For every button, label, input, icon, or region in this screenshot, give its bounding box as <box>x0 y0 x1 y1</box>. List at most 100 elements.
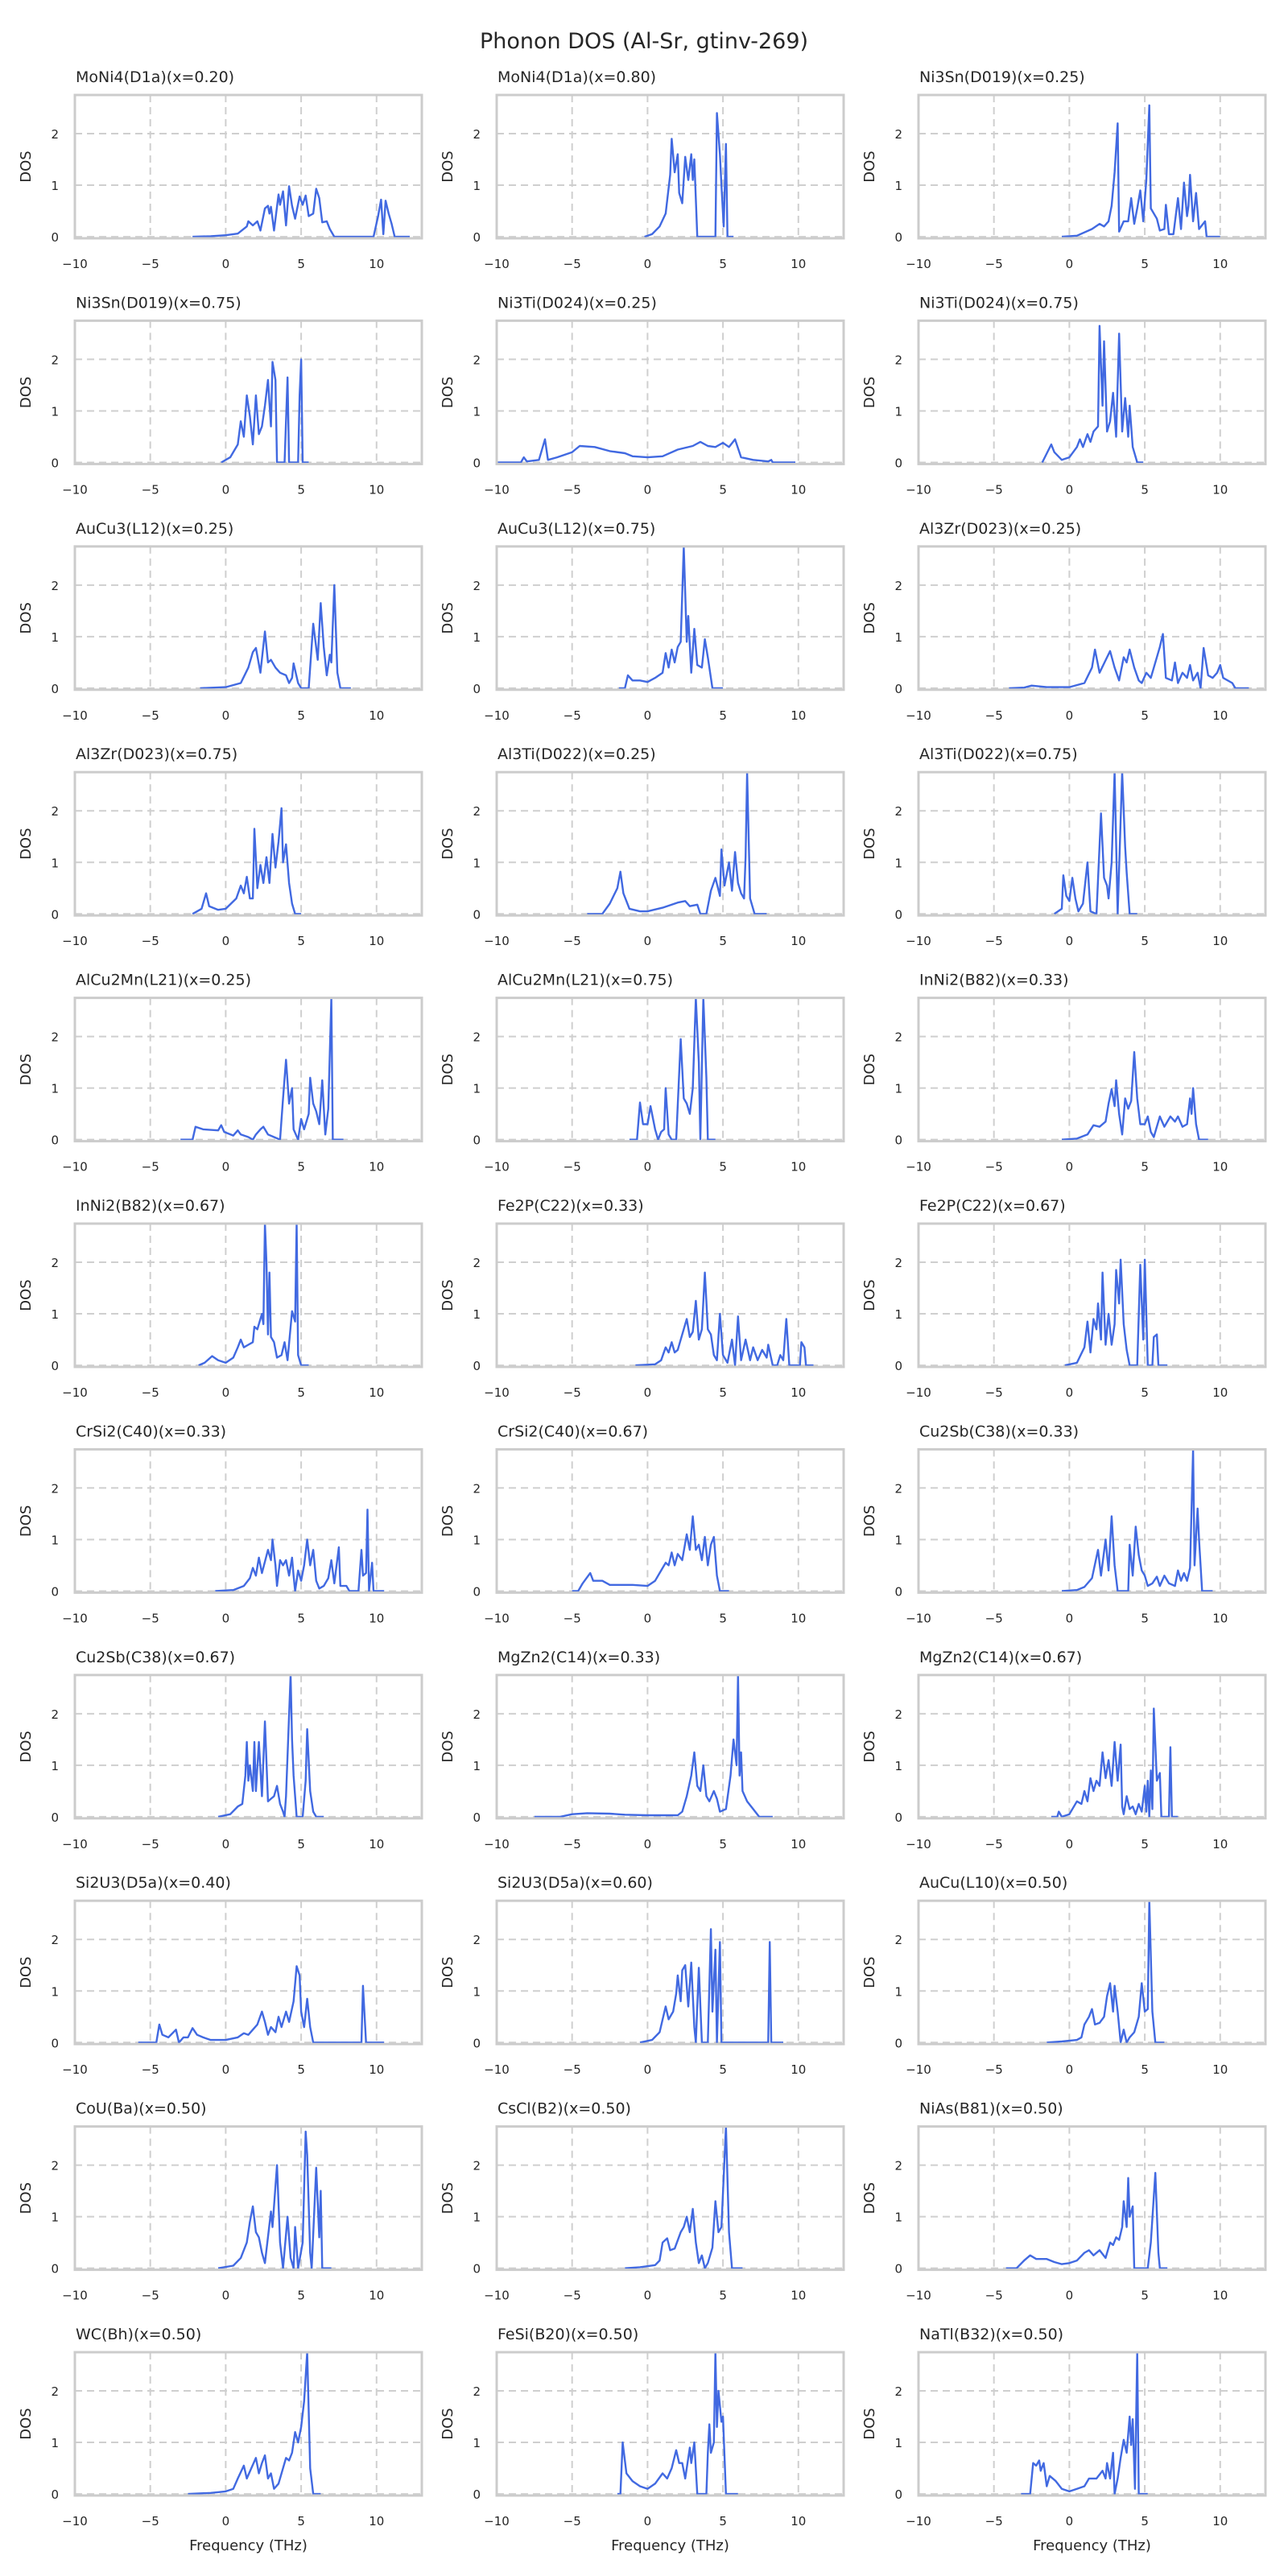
x-tick-label: 0 <box>1066 2289 1074 2303</box>
y-tick-label: 2 <box>894 2159 902 2174</box>
y-tick-label: 2 <box>473 1481 481 1496</box>
x-tick-label: −10 <box>62 257 88 271</box>
subplot: −10 −5 0 5 10 0 1 2 Al3Zr(D023)(x=0.75) DOS <box>18 745 423 948</box>
dos-series-line <box>1061 1449 1213 1592</box>
subplot: −10 −5 0 5 10 0 1 2 Si2U3(D5a)(x=0.60) DOS <box>440 1874 845 2077</box>
x-tick-label: 10 <box>369 1160 384 1174</box>
y-axis-label: DOS <box>18 602 35 634</box>
y-tick-label: 0 <box>473 1133 481 1148</box>
axes-frame <box>73 997 423 1143</box>
dos-series-line <box>497 438 795 464</box>
axes-frame <box>495 1447 845 1594</box>
x-tick-label: 0 <box>1066 934 1074 948</box>
axes-frame <box>73 770 423 917</box>
axes-frame <box>495 319 845 465</box>
x-tick-label: −5 <box>985 934 1003 948</box>
x-tick-label: 5 <box>297 2514 305 2529</box>
dos-series-line <box>1061 104 1220 238</box>
axes-frame <box>495 2351 845 2497</box>
x-tick-label: 0 <box>644 2062 652 2077</box>
x-tick-label: 10 <box>369 482 384 497</box>
y-tick-label: 1 <box>473 1307 481 1322</box>
y-axis-label: DOS <box>440 151 456 182</box>
x-tick-label: 10 <box>369 2289 384 2303</box>
axes-frame <box>495 1899 845 2046</box>
y-tick-label: 0 <box>51 2262 59 2277</box>
y-axis-label: DOS <box>861 377 878 408</box>
y-tick-label: 2 <box>473 1707 481 1722</box>
x-tick-label: 0 <box>644 1837 652 1852</box>
subplot: −10 −5 0 5 10 0 1 2 AuCu(L10)(x=0.50) DOS <box>861 1874 1267 2077</box>
y-axis-label: DOS <box>440 1956 456 1988</box>
y-tick-label: 0 <box>473 2262 481 2277</box>
y-tick-label: 1 <box>51 1984 59 1999</box>
x-tick-label: −5 <box>564 1837 581 1852</box>
subplot-title: MgZn2(C14)(x=0.67) <box>919 1649 1082 1666</box>
x-tick-label: −10 <box>62 1385 88 1400</box>
axes-frame <box>917 2351 1267 2497</box>
axes-frame <box>917 1899 1267 2046</box>
y-tick-label: 2 <box>473 579 481 593</box>
y-tick-label: 1 <box>473 630 481 645</box>
y-axis-label: DOS <box>861 602 878 634</box>
x-tick-label: 0 <box>644 934 652 948</box>
y-tick-label: 0 <box>51 2487 59 2502</box>
subplot: −10 −5 0 5 10 0 1 2 Al3Zr(D023)(x=0.25) DOS <box>861 520 1267 723</box>
y-tick-label: 0 <box>51 2036 59 2050</box>
dos-series-line <box>180 997 344 1141</box>
y-tick-label: 1 <box>473 1533 481 1547</box>
y-axis-label: DOS <box>861 151 878 182</box>
y-axis-label: DOS <box>18 1279 35 1311</box>
x-tick-label: 0 <box>1066 1160 1074 1174</box>
x-tick-label: 5 <box>297 708 305 723</box>
x-tick-label: −10 <box>484 2289 510 2303</box>
subplot-title: CsCl(B2)(x=0.50) <box>497 2100 631 2118</box>
x-tick-label: −5 <box>142 1611 159 1625</box>
axes-frame <box>917 770 1267 917</box>
y-tick-label: 2 <box>473 1030 481 1045</box>
x-tick-label: 5 <box>297 1385 305 1400</box>
dos-series-line <box>534 1674 773 1818</box>
y-tick-label: 0 <box>51 1810 59 1825</box>
y-tick-label: 1 <box>894 1533 902 1547</box>
x-tick-label: 10 <box>791 257 806 271</box>
x-tick-label: 5 <box>1141 1611 1149 1625</box>
y-axis-label: DOS <box>18 2182 35 2214</box>
y-tick-label: 1 <box>894 179 902 193</box>
x-tick-label: 0 <box>1066 1385 1074 1400</box>
y-tick-label: 2 <box>51 579 59 593</box>
y-tick-label: 0 <box>51 1584 59 1599</box>
y-tick-label: 2 <box>894 127 902 142</box>
x-tick-label: −5 <box>985 1611 1003 1625</box>
subplot: −10 −5 0 5 10 0 1 2 AuCu3(L12)(x=0.25) DOS <box>18 520 423 723</box>
subplot-title: NaTl(B32)(x=0.50) <box>919 2326 1063 2343</box>
y-tick-label: 0 <box>894 1133 902 1148</box>
x-tick-label: 10 <box>791 2514 806 2529</box>
y-tick-label: 1 <box>894 630 902 645</box>
subplot-title: InNi2(B82)(x=0.33) <box>919 972 1069 989</box>
x-tick-label: 10 <box>791 482 806 497</box>
x-tick-label: −5 <box>985 482 1003 497</box>
y-axis-label: DOS <box>18 1505 35 1537</box>
subplot-title: Al3Zr(D023)(x=0.25) <box>919 520 1081 538</box>
y-tick-label: 0 <box>894 682 902 696</box>
subplot: −10 −5 0 5 10 0 1 2 AuCu3(L12)(x=0.75) DOS <box>440 520 845 723</box>
subplot-title: MoNi4(D1a)(x=0.80) <box>497 68 656 86</box>
x-tick-label: 5 <box>719 1611 727 1625</box>
y-tick-label: 1 <box>51 856 59 870</box>
x-tick-label: 0 <box>222 2289 230 2303</box>
x-tick-label: −5 <box>985 1837 1003 1852</box>
y-tick-label: 2 <box>51 127 59 142</box>
x-tick-label: −5 <box>564 2514 581 2529</box>
figure-title: Phonon DOS (Al-Sr, gtinv-269) <box>480 29 808 54</box>
dos-series-line <box>192 185 410 238</box>
y-tick-label: 1 <box>473 2436 481 2450</box>
y-axis-label: DOS <box>18 2408 35 2439</box>
x-tick-label: 0 <box>644 482 652 497</box>
x-tick-label: 5 <box>1141 2289 1149 2303</box>
axes-frame <box>917 1674 1267 1820</box>
dos-series-line <box>217 1674 324 1818</box>
dos-series-line <box>644 112 734 238</box>
x-tick-label: 10 <box>1212 934 1228 948</box>
y-tick-label: 2 <box>894 579 902 593</box>
